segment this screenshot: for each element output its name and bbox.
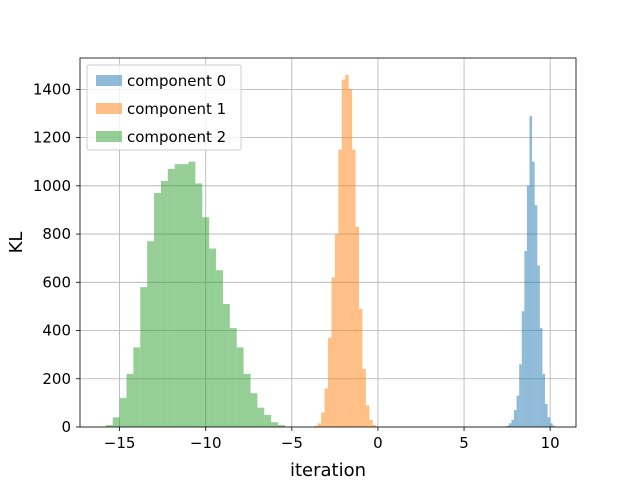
x-tick-label: −15 — [104, 434, 136, 452]
histogram-bar — [140, 287, 148, 427]
histogram-bar — [508, 423, 512, 427]
y-tick-label: 0 — [61, 418, 71, 436]
histogram-bar — [317, 423, 322, 427]
histogram-bar — [222, 304, 230, 427]
histogram-bar — [537, 265, 540, 427]
histogram-bar — [314, 425, 318, 427]
histogram-bar — [542, 373, 545, 427]
histogram-bar — [236, 347, 244, 427]
legend-swatch — [96, 103, 122, 114]
histogram-bar — [369, 419, 373, 427]
y-tick-label: 800 — [42, 225, 71, 243]
histogram-bar — [345, 74, 349, 427]
x-tick-label: 10 — [541, 434, 560, 452]
histogram-bar — [229, 328, 237, 427]
histogram-bar — [532, 161, 535, 428]
histogram-bar — [112, 417, 120, 427]
histogram-bar — [348, 89, 353, 428]
legend-swatch — [96, 75, 122, 86]
histogram-bar — [188, 161, 196, 428]
histogram-bar — [133, 347, 141, 427]
histogram-bar — [328, 337, 332, 427]
histogram-bar — [365, 405, 370, 427]
histogram-bar — [160, 181, 168, 427]
histogram-bar — [355, 226, 359, 427]
legend: component 0 component 1 component 2 — [86, 64, 242, 151]
histogram-bar — [506, 425, 509, 427]
histogram-bar — [526, 185, 530, 427]
y-tick-label: 1400 — [33, 80, 71, 98]
y-tick-label: 400 — [42, 322, 71, 340]
histogram-bar — [278, 425, 285, 427]
histogram-bar — [519, 364, 522, 427]
histogram-bar — [195, 183, 203, 427]
histogram-bar — [539, 328, 543, 427]
y-tick-label: 600 — [42, 273, 71, 291]
histogram-bar — [324, 388, 328, 427]
histogram-bar — [362, 369, 366, 427]
histogram-bar — [250, 393, 258, 427]
histogram-bar — [545, 404, 548, 427]
histogram-bar — [271, 422, 279, 427]
histogram-bar — [202, 217, 210, 427]
histogram-bars — [98, 74, 556, 428]
x-axis-label: iteration — [290, 460, 366, 480]
x-tick-label: −10 — [190, 434, 222, 452]
histogram-bar — [119, 398, 127, 427]
histogram-bar — [331, 277, 335, 427]
legend-label: component 0 — [127, 72, 226, 90]
histogram-bar — [174, 164, 182, 427]
histogram-bar — [534, 205, 538, 427]
y-tick-label: 1200 — [33, 129, 71, 147]
histogram-bar — [334, 234, 339, 427]
histogram-bar — [167, 168, 175, 428]
histogram-bar — [264, 414, 272, 427]
histogram-bar — [511, 419, 514, 427]
histogram-bar — [359, 308, 363, 427]
series-1-bars — [314, 74, 377, 428]
histogram-bar — [341, 79, 346, 428]
legend-swatch — [96, 131, 122, 142]
histogram-bar — [243, 373, 251, 427]
histogram-bar — [181, 164, 189, 427]
y-axis: 0 200 400 600 800 1000 1200 1400 — [33, 80, 80, 436]
histogram-bar — [352, 149, 356, 427]
histogram-bar — [126, 373, 134, 427]
x-tick-label: −5 — [281, 434, 303, 452]
plot-frame — [79, 57, 577, 428]
histogram-bar — [550, 423, 553, 427]
histogram-bar — [105, 425, 113, 427]
histogram-bar — [321, 412, 325, 427]
y-tick-label: 200 — [42, 370, 71, 388]
y-tick-label: 1000 — [33, 177, 71, 195]
histogram-bar — [521, 311, 525, 427]
histogram-bar — [154, 193, 161, 427]
x-axis: −15 −10 −5 0 5 10 — [104, 427, 560, 452]
histogram-bar — [516, 395, 520, 427]
legend-label: component 2 — [127, 128, 226, 146]
histogram-bar — [216, 270, 223, 427]
histogram-bar — [547, 417, 551, 427]
histogram-bar — [147, 241, 155, 427]
x-tick-label: 5 — [459, 434, 469, 452]
histogram-bar — [524, 250, 527, 427]
histogram-bar — [257, 407, 265, 427]
histogram-bar — [552, 425, 556, 427]
y-axis-label: KL — [6, 232, 27, 254]
histogram-bar — [209, 248, 217, 427]
histogram-bar — [372, 425, 377, 427]
legend-box — [86, 64, 242, 151]
x-tick-label: 0 — [373, 434, 383, 452]
series-2-bars — [98, 161, 292, 428]
histogram-bar — [338, 149, 342, 427]
series-0-bars — [503, 115, 556, 428]
histogram-bar — [514, 410, 517, 427]
histogram-bar — [529, 115, 533, 427]
legend-label: component 1 — [127, 100, 226, 118]
